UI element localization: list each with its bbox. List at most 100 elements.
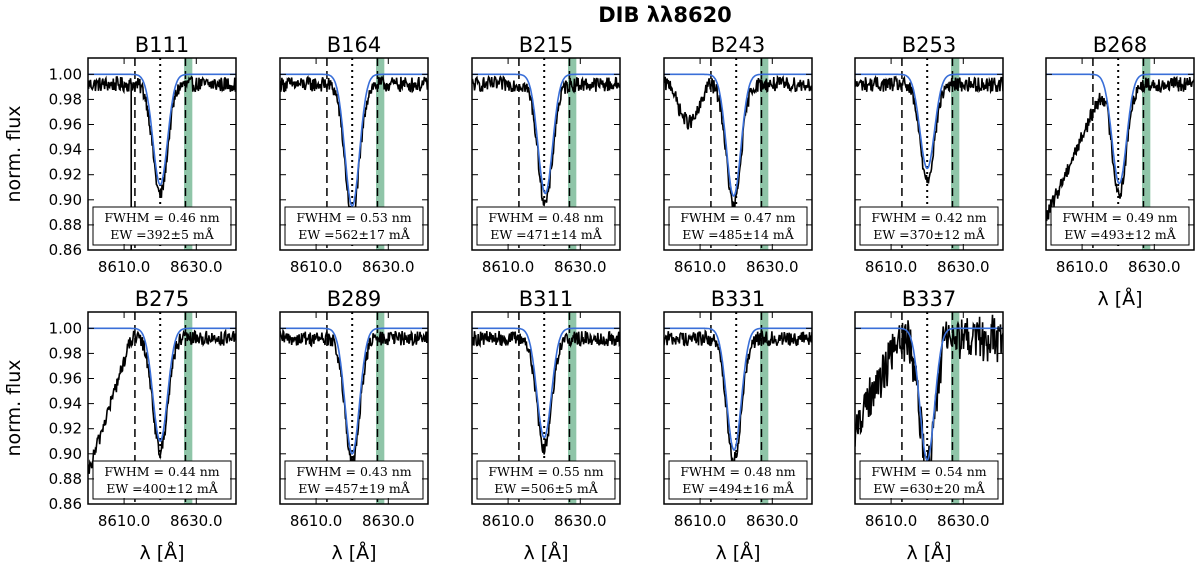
x-tick-label: 8630.0: [362, 512, 415, 530]
x-tick-label: 8630.0: [170, 512, 223, 530]
panel-title: B253: [902, 33, 957, 57]
plot-area: [664, 312, 812, 504]
panel-b268: B268 FWHM = 0.49 nm EW =493±12 mÅ 8610.0 863…: [1045, 33, 1195, 310]
spectrum-line: [855, 314, 1003, 481]
x-tick-label: 8630.0: [937, 258, 990, 276]
ew-label: EW =485±14 mÅ: [682, 227, 794, 242]
info-box: [92, 206, 232, 246]
panel-b253: B253 FWHM = 0.42 nm EW =370±12 mÅ 8610.0 863…: [854, 33, 1004, 276]
info-box: [476, 460, 616, 500]
fwhm-label: FWHM = 0.55 nm: [488, 464, 603, 479]
y-tick-label: 0.90: [49, 191, 82, 209]
fwhm-label: FWHM = 0.46 nm: [104, 210, 219, 225]
x-axis-label: λ [Å]: [139, 541, 184, 564]
shaded-band: [760, 312, 769, 504]
shaded-band: [951, 312, 960, 504]
ew-label: EW =494±16 mÅ: [682, 481, 794, 496]
shaded-band: [1142, 58, 1151, 250]
x-axis-label: λ [Å]: [523, 541, 568, 564]
x-tick-label: 8610.0: [98, 512, 151, 530]
x-tick-label: 8610.0: [865, 258, 918, 276]
shaded-band: [184, 312, 193, 504]
panels-grid: B111 FWHM = 0.46 nm EW =392±5 mÅ 8610.0 8630…: [3, 33, 1195, 564]
axes-frame: [854, 57, 1004, 251]
y-tick-label: 0.88: [49, 470, 82, 488]
panel-title: B111: [135, 33, 190, 57]
fwhm-label: FWHM = 0.54 nm: [871, 464, 986, 479]
info-box: [668, 460, 808, 500]
info-box: [859, 460, 999, 500]
fit-line: [472, 327, 620, 439]
fit-line: [88, 327, 236, 442]
x-tick-label: 8610.0: [290, 512, 343, 530]
fit-line: [664, 73, 812, 197]
panel-title: B243: [711, 33, 766, 57]
info-box: [668, 206, 808, 246]
ew-label: EW =457±19 mÅ: [298, 481, 410, 496]
fwhm-label: FWHM = 0.53 nm: [296, 210, 411, 225]
panel-title: B337: [902, 287, 957, 311]
info-box: [284, 206, 424, 246]
y-tick-label: 0.94: [49, 141, 82, 159]
info-box: [284, 460, 424, 500]
x-axis-label: λ [Å]: [906, 541, 951, 564]
x-tick-label: 8610.0: [290, 258, 343, 276]
shaded-band: [951, 58, 960, 250]
spectrum-line: [472, 330, 620, 455]
ew-label: EW =370±12 mÅ: [873, 227, 985, 242]
spectrum-line: [1046, 75, 1194, 222]
panel-title: B289: [327, 287, 382, 311]
fwhm-label: FWHM = 0.49 nm: [1062, 210, 1177, 225]
fit-line: [472, 73, 620, 195]
x-tick-label: 8610.0: [482, 258, 535, 276]
axes-frame: [854, 311, 1004, 505]
ew-label: EW =493±12 mÅ: [1064, 227, 1176, 242]
axes-frame: [471, 311, 621, 505]
x-tick-label: 8630.0: [554, 512, 607, 530]
shaded-band: [376, 58, 385, 250]
y-tick-label: 0.98: [49, 344, 82, 362]
x-tick-label: 8610.0: [674, 258, 727, 276]
spectrum-line: [664, 74, 812, 211]
shaded-band: [184, 58, 193, 250]
x-tick-label: 8630.0: [1128, 258, 1181, 276]
shaded-band: [568, 58, 577, 250]
y-tick-label: 0.96: [49, 370, 82, 388]
shaded-band: [568, 312, 577, 504]
x-axis-label: λ [Å]: [715, 541, 760, 564]
x-tick-label: 8610.0: [865, 512, 918, 530]
y-tick-label: 0.86: [49, 495, 82, 513]
shaded-band: [376, 312, 385, 504]
axes-frame: [279, 311, 429, 505]
plot-area: [280, 58, 428, 250]
info-box: [859, 206, 999, 246]
y-axis-label: norm. flux: [3, 360, 25, 457]
spectrum-line: [280, 327, 428, 468]
axes-frame: [663, 57, 813, 251]
fit-line: [280, 73, 428, 207]
y-tick-label: 1.00: [49, 65, 82, 83]
x-tick-label: 8630.0: [746, 258, 799, 276]
ew-label: EW =630±20 mÅ: [873, 481, 985, 496]
fwhm-label: FWHM = 0.44 nm: [104, 464, 219, 479]
ew-label: EW =471±14 mÅ: [490, 227, 602, 242]
axes-frame: [87, 311, 237, 505]
panel-title: B164: [327, 33, 382, 57]
y-tick-label: 0.94: [49, 395, 82, 413]
x-tick-label: 8630.0: [554, 258, 607, 276]
shaded-band: [760, 58, 769, 250]
panel-b164: B164 FWHM = 0.53 nm EW =562±17 mÅ 8610.0 863…: [279, 33, 429, 276]
fit-line: [1046, 73, 1194, 185]
x-tick-label: 8630.0: [362, 258, 415, 276]
ew-label: EW =400±12 mÅ: [106, 481, 218, 496]
fit-line: [280, 327, 428, 455]
fit-line: [855, 327, 1003, 461]
info-box: [476, 206, 616, 246]
y-tick-label: 0.92: [49, 420, 82, 438]
fwhm-label: FWHM = 0.43 nm: [296, 464, 411, 479]
fwhm-label: FWHM = 0.48 nm: [488, 210, 603, 225]
x-axis-label: λ [Å]: [1097, 287, 1142, 310]
panel-b311: B311 FWHM = 0.55 nm EW =506±5 mÅ 8610.0 8630…: [471, 287, 621, 564]
y-tick-label: 0.96: [49, 116, 82, 134]
